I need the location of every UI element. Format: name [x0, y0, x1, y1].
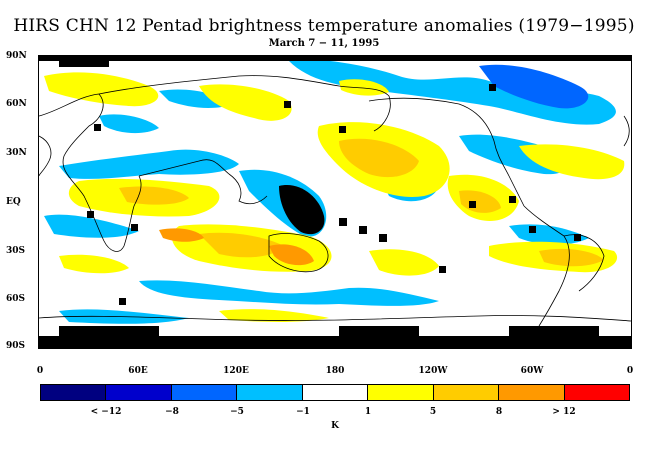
lon-label-60w: 60W: [520, 366, 544, 376]
lat-label-30s: 30S: [6, 246, 26, 256]
anomaly-map-graphic: [39, 56, 631, 348]
lat-label-90s: 90S: [6, 341, 26, 351]
lat-label-eq: EQ: [6, 197, 21, 207]
legend-label: 5: [429, 407, 437, 417]
legend-label: −5: [230, 407, 244, 417]
lat-label-60s: 60S: [6, 294, 26, 304]
legend-swatch: [302, 385, 369, 400]
legend-swatch: [106, 385, 172, 400]
legend-swatch: [433, 385, 500, 400]
map-subtitle: March 7 − 11, 1995: [268, 38, 380, 49]
legend-units: K: [331, 421, 339, 431]
lon-label-60e: 60E: [128, 366, 148, 376]
lon-label-180: 180: [325, 366, 345, 376]
coastlines: [39, 75, 631, 327]
anomaly-map: [38, 55, 632, 349]
lat-label-60n: 60N: [6, 99, 27, 109]
legend-label: < −12: [90, 407, 122, 417]
lon-label-0: 0: [36, 366, 44, 376]
lon-label-120e: 120E: [223, 366, 249, 376]
legend-swatch: [41, 385, 107, 400]
color-legend-bar: [40, 384, 630, 401]
legend-swatch: [368, 385, 434, 400]
map-title: HIRS CHN 12 Pentad brightness temperatur…: [13, 16, 635, 36]
lon-label-120w: 120W: [418, 366, 448, 376]
legend-label: > 12: [552, 407, 576, 417]
legend-label: −8: [165, 407, 179, 417]
legend-label: 8: [495, 407, 503, 417]
legend-label: −1: [296, 407, 310, 417]
legend-swatch: [499, 385, 565, 400]
legend-label: 1: [364, 407, 372, 417]
missing-data-areas: [39, 56, 631, 348]
legend-swatch: [171, 385, 238, 400]
legend-swatch: [564, 385, 629, 400]
lon-label-0-end: 0: [626, 366, 634, 376]
lat-label-30n: 30N: [6, 148, 27, 158]
lat-label-90n: 90N: [6, 51, 27, 61]
legend-swatch: [237, 385, 303, 400]
